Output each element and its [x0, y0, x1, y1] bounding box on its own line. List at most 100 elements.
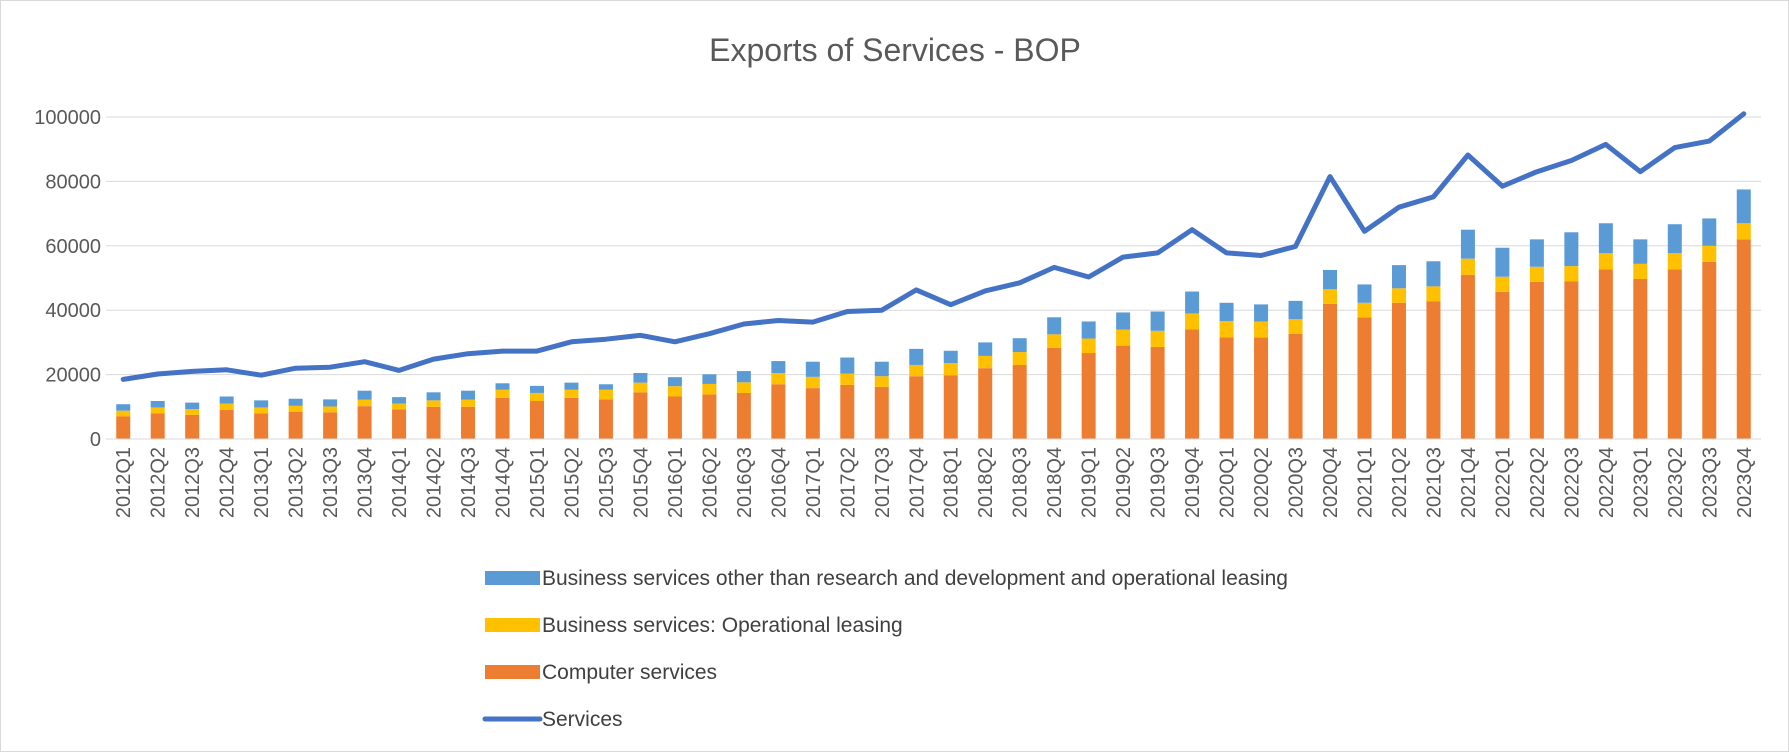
bar-business-services-operational-leasing — [1289, 319, 1303, 333]
x-tick-label: 2021Q4 — [1458, 447, 1480, 518]
x-tick-label: 2012Q4 — [217, 447, 239, 518]
legend-label: Services — [542, 708, 623, 731]
bar-computer-services — [151, 413, 165, 439]
legend: Business services other than research an… — [485, 567, 1288, 731]
bar-computer-services — [254, 413, 268, 439]
x-tick-label: 2020Q3 — [1286, 447, 1308, 518]
legend-label: Business services other than research an… — [542, 567, 1288, 590]
x-tick-label: 2021Q1 — [1354, 447, 1376, 518]
bar-computer-services — [564, 398, 578, 439]
bar-computer-services — [1047, 348, 1061, 439]
x-tick-label: 2017Q1 — [803, 447, 825, 518]
bar-business-services-other-than-research-and-development-and-operational-leasing — [771, 361, 785, 373]
x-tick-label: 2012Q2 — [148, 447, 170, 518]
x-tick-label: 2022Q3 — [1561, 447, 1583, 518]
bar-business-services-other-than-research-and-development-and-operational-leasing — [116, 404, 130, 410]
x-tick-label: 2023Q4 — [1734, 447, 1756, 518]
bar-business-services-operational-leasing — [668, 386, 682, 396]
bar-business-services-other-than-research-and-development-and-operational-leasing — [1599, 223, 1613, 253]
bar-business-services-other-than-research-and-development-and-operational-leasing — [1185, 292, 1199, 314]
x-tick-label: 2015Q3 — [596, 447, 618, 518]
bar-business-services-operational-leasing — [633, 383, 647, 393]
bar-business-services-other-than-research-and-development-and-operational-leasing — [1357, 284, 1371, 302]
bar-computer-services — [840, 385, 854, 439]
x-tick-label: 2018Q3 — [1010, 447, 1032, 518]
x-tick-label: 2012Q3 — [182, 447, 204, 518]
bar-computer-services — [1530, 282, 1544, 439]
bar-computer-services — [771, 384, 785, 439]
x-tick-label: 2015Q2 — [561, 447, 583, 518]
x-tick-label: 2013Q3 — [320, 447, 342, 518]
x-tick-label: 2018Q2 — [975, 447, 997, 518]
bar-computer-services — [1702, 262, 1716, 439]
bar-business-services-operational-leasing — [806, 377, 820, 388]
bar-business-services-other-than-research-and-development-and-operational-leasing — [1461, 230, 1475, 259]
bar-business-services-operational-leasing — [1599, 253, 1613, 269]
gridlines — [106, 117, 1761, 375]
bar-business-services-operational-leasing — [427, 400, 441, 406]
x-tick-label: 2012Q1 — [113, 447, 135, 518]
bar-business-services-other-than-research-and-development-and-operational-leasing — [358, 391, 372, 400]
x-tick-label: 2022Q2 — [1527, 447, 1549, 518]
x-tick-label: 2014Q4 — [493, 447, 515, 518]
bar-computer-services — [668, 396, 682, 439]
bar-business-services-other-than-research-and-development-and-operational-leasing — [944, 351, 958, 363]
bar-computer-services — [1323, 304, 1337, 439]
bar-business-services-operational-leasing — [1461, 259, 1475, 275]
bar-business-services-other-than-research-and-development-and-operational-leasing — [185, 403, 199, 409]
bar-business-services-operational-leasing — [840, 374, 854, 385]
bar-business-services-operational-leasing — [1082, 339, 1096, 353]
x-axis-tick-labels: 2012Q1 2012Q2 2012Q3 2012Q4 2013Q1 2013Q2 2013… — [113, 447, 1756, 518]
y-tick-label: 40000 — [45, 300, 101, 322]
x-tick-label: 2020Q2 — [1251, 447, 1273, 518]
bar-computer-services — [1633, 279, 1647, 439]
x-tick-label: 2014Q2 — [424, 447, 446, 518]
bar-business-services-operational-leasing — [702, 384, 716, 395]
x-tick-label: 2016Q2 — [699, 447, 721, 518]
x-tick-label: 2022Q1 — [1492, 447, 1514, 518]
legend-swatch — [485, 571, 540, 585]
bar-computer-services — [909, 376, 923, 439]
bar-business-services-other-than-research-and-development-and-operational-leasing — [1530, 239, 1544, 266]
bar-computer-services — [323, 412, 337, 439]
bar-computer-services — [1668, 269, 1682, 439]
bar-computer-services — [392, 409, 406, 439]
bar-business-services-other-than-research-and-development-and-operational-leasing — [1495, 248, 1509, 277]
y-axis-tick-labels: 0 20000 40000 60000 80000 100000 — [34, 107, 101, 451]
bar-business-services-operational-leasing — [289, 406, 303, 412]
bar-business-services-operational-leasing — [1426, 286, 1440, 301]
x-tick-label: 2016Q1 — [665, 447, 687, 518]
bar-business-services-operational-leasing — [1357, 303, 1371, 317]
bar-business-services-other-than-research-and-development-and-operational-leasing — [392, 397, 406, 403]
bar-business-services-operational-leasing — [599, 390, 613, 400]
bar-business-services-other-than-research-and-development-and-operational-leasing — [633, 373, 647, 383]
bar-computer-services — [496, 398, 510, 439]
bar-business-services-operational-leasing — [1392, 288, 1406, 302]
bar-computer-services — [1082, 353, 1096, 439]
bar-business-services-operational-leasing — [1013, 352, 1027, 365]
bar-business-services-operational-leasing — [151, 407, 165, 413]
bar-business-services-operational-leasing — [358, 400, 372, 406]
bar-computer-services — [461, 407, 475, 439]
bar-business-services-operational-leasing — [978, 356, 992, 368]
bar-computer-services — [1495, 292, 1509, 439]
x-tick-label: 2021Q3 — [1423, 447, 1445, 518]
bar-business-services-other-than-research-and-development-and-operational-leasing — [1013, 338, 1027, 352]
x-tick-label: 2014Q3 — [458, 447, 480, 518]
y-tick-label: 20000 — [45, 365, 101, 387]
x-tick-label: 2017Q2 — [837, 447, 859, 518]
y-tick-label: 0 — [90, 429, 101, 451]
bar-computer-services — [185, 415, 199, 439]
x-tick-label: 2014Q1 — [389, 447, 411, 518]
bar-computer-services — [1116, 346, 1130, 439]
bar-business-services-other-than-research-and-development-and-operational-leasing — [530, 386, 544, 393]
bar-business-services-operational-leasing — [496, 390, 510, 398]
bar-business-services-other-than-research-and-development-and-operational-leasing — [1116, 312, 1130, 329]
bar-business-services-other-than-research-and-development-and-operational-leasing — [1082, 321, 1096, 338]
bar-computer-services — [1564, 281, 1578, 439]
x-tick-label: 2021Q2 — [1389, 447, 1411, 518]
bars — [116, 189, 1751, 439]
bar-business-services-operational-leasing — [220, 404, 234, 410]
legend-label: Business services: Operational leasing — [542, 614, 903, 637]
